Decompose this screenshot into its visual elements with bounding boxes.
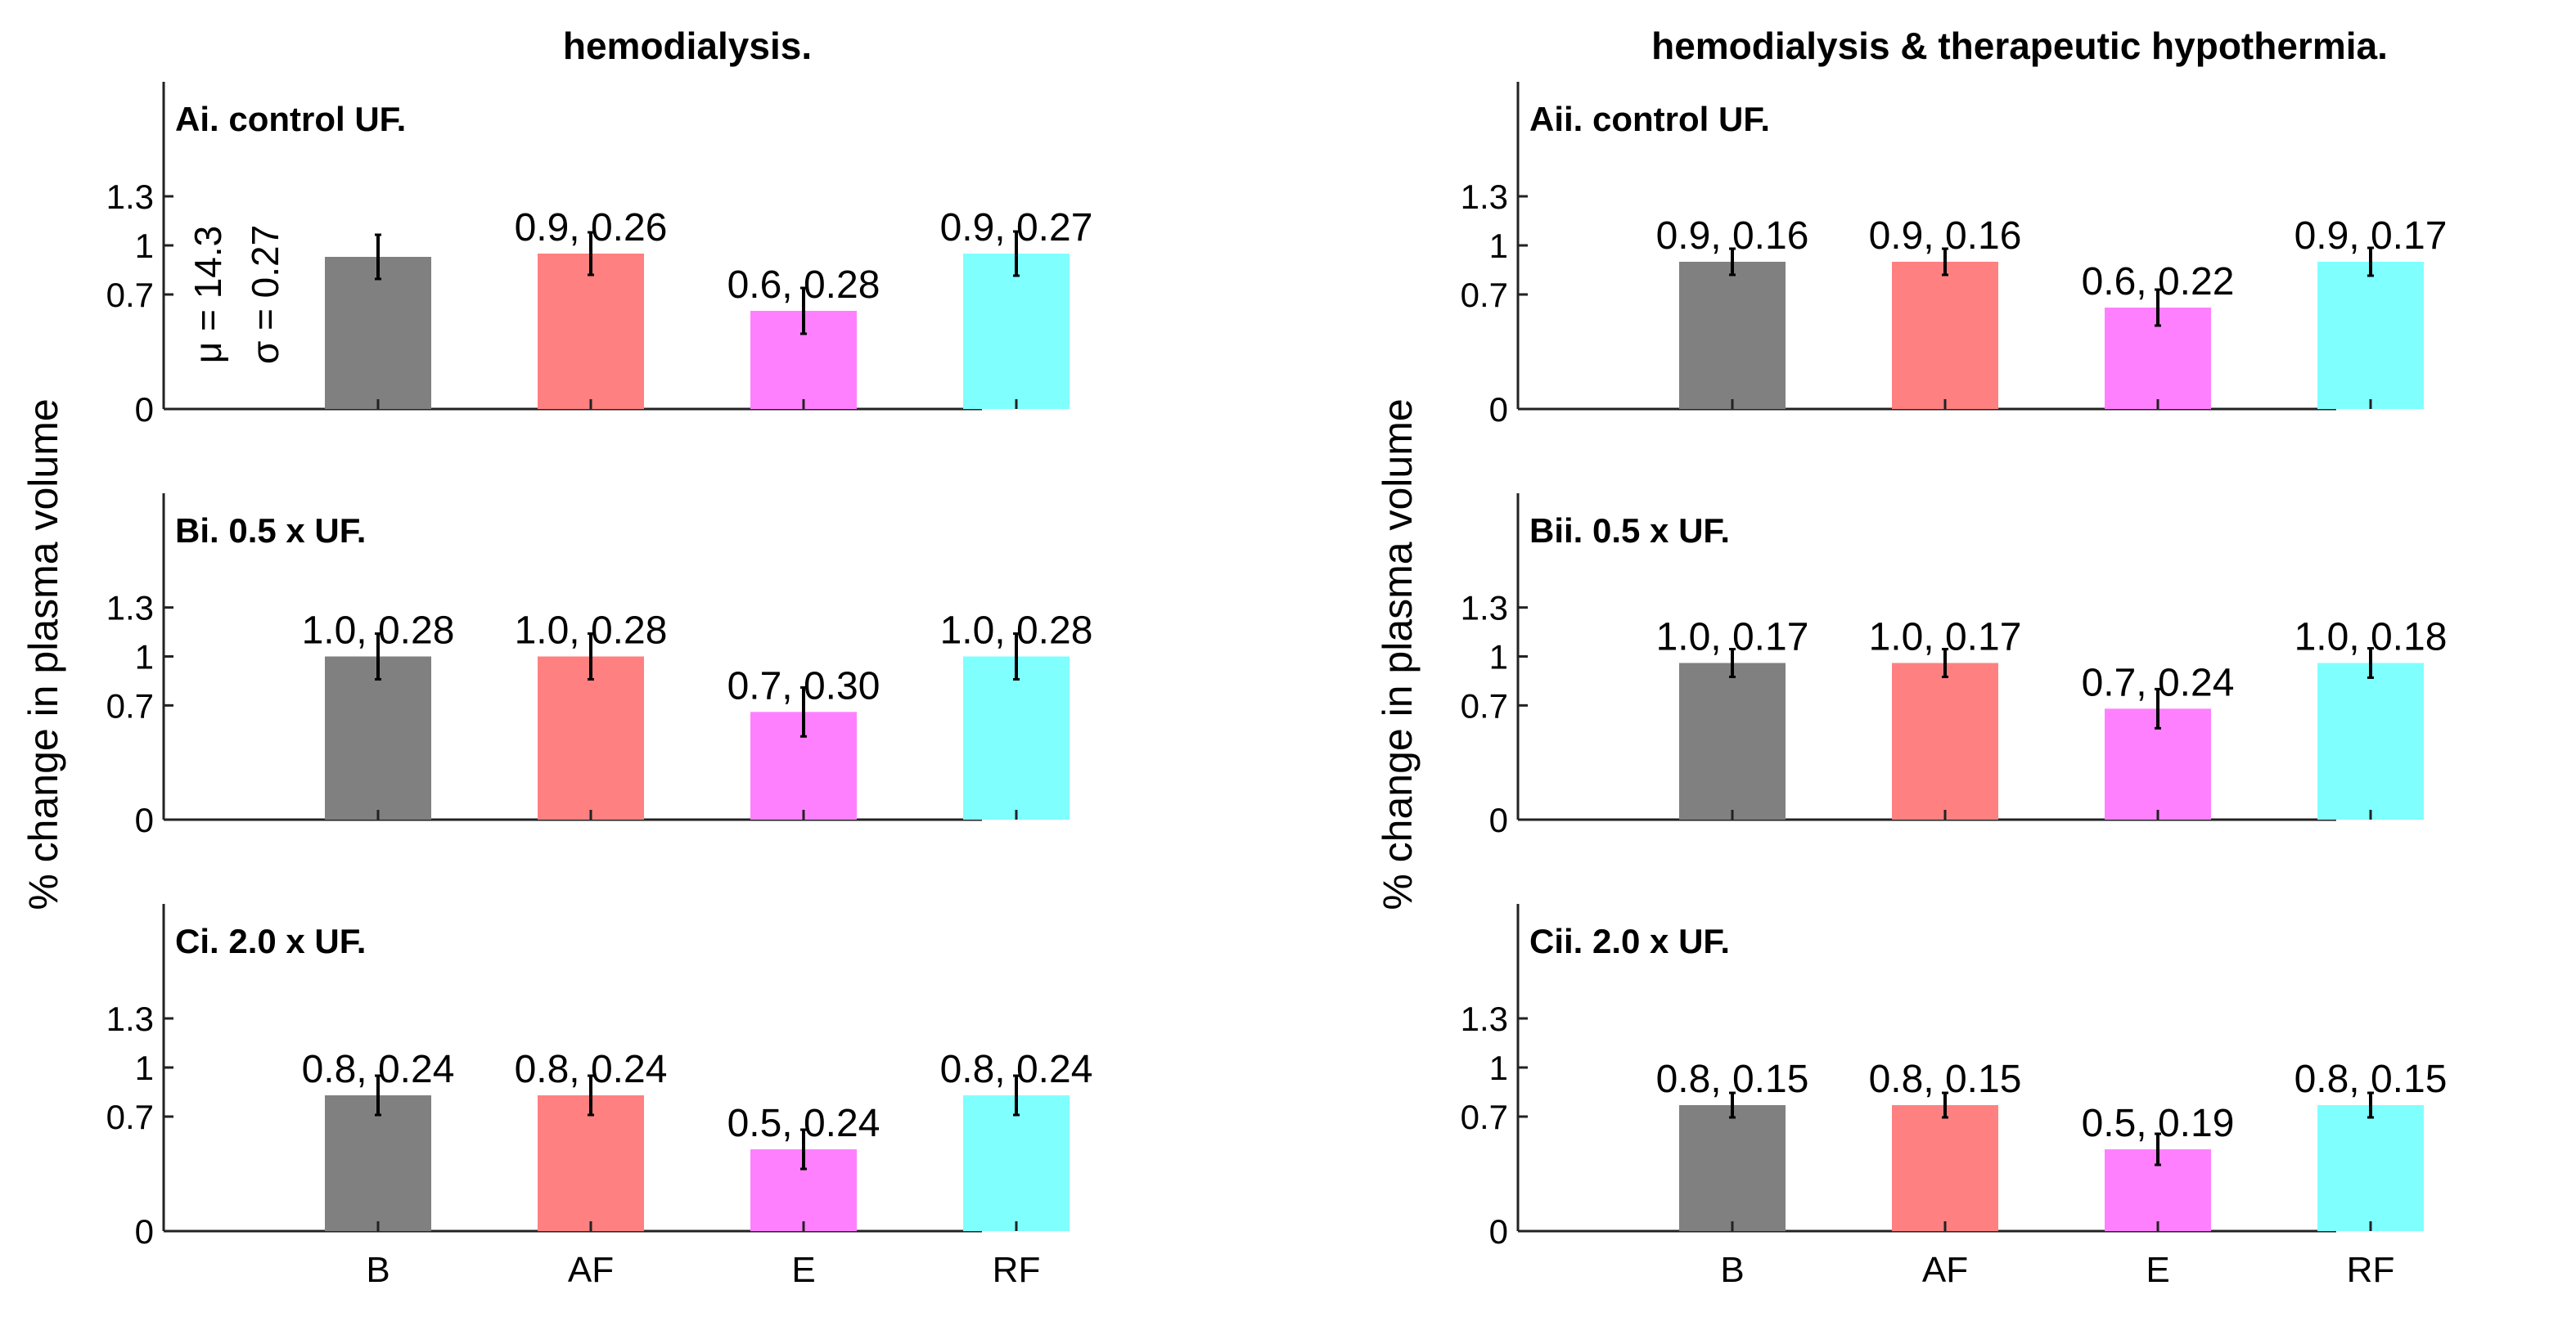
y-tick-label: 1.3 xyxy=(106,178,154,216)
bar-RF xyxy=(2317,663,2424,820)
panel-0-2: Ci. 2.0 x UF. 0 0.7 1 1.3 0.8, 0.24 B 0.8, 0.24… xyxy=(106,904,1093,1290)
data-label: 0.9, 0.16 xyxy=(1869,214,2022,258)
stat-mu: μ = 14.3 xyxy=(187,226,229,363)
data-label: 0.8, 0.15 xyxy=(2295,1058,2448,1101)
bar-AF xyxy=(538,254,644,409)
data-label: 1.0, 0.17 xyxy=(1656,615,1809,659)
y-tick-label: 0 xyxy=(135,390,154,429)
x-tick-label: E xyxy=(2146,1250,2169,1290)
y-tick-label: 0 xyxy=(135,801,154,839)
panel-title: Ci. 2.0 x UF. xyxy=(175,922,366,960)
y-tick-label: 0 xyxy=(135,1212,154,1251)
data-label: 0.7, 0.24 xyxy=(2082,661,2235,704)
data-label: 0.8, 0.24 xyxy=(515,1048,668,1091)
data-label: 0.6, 0.28 xyxy=(727,263,880,307)
y-tick-label: 1.3 xyxy=(106,1000,154,1038)
column-title-right: hemodialysis & therapeutic hypothermia. xyxy=(1651,25,2388,67)
y-axis-label-right: % change in plasma volume xyxy=(1375,398,1421,910)
bar-B xyxy=(325,1095,431,1231)
data-label: 1.0, 0.18 xyxy=(2295,615,2448,659)
x-tick-label: B xyxy=(1720,1250,1744,1290)
y-tick-label: 1 xyxy=(1489,638,1508,676)
data-label: 0.8, 0.24 xyxy=(302,1048,455,1091)
bar-AF xyxy=(538,656,644,820)
data-label: 0.7, 0.30 xyxy=(727,664,880,708)
y-tick-label: 0.7 xyxy=(1461,1098,1508,1136)
bar-B xyxy=(1679,663,1786,820)
data-label: 0.9, 0.17 xyxy=(2295,214,2448,258)
panel-title: Bi. 0.5 x UF. xyxy=(175,511,366,550)
x-tick-label: AF xyxy=(1922,1250,1968,1290)
y-tick-label: 1 xyxy=(135,638,154,676)
panel-1-0: Aii. control UF. 0 0.7 1 1.3 0.9, 0.16 0.9, 0.… xyxy=(1461,82,2448,429)
data-label: 0.5, 0.24 xyxy=(727,1102,880,1145)
x-tick-label: AF xyxy=(568,1250,614,1290)
y-tick-label: 0 xyxy=(1489,390,1508,429)
data-label: 1.0, 0.17 xyxy=(1869,615,2022,659)
data-label: 0.8, 0.24 xyxy=(940,1048,1093,1091)
data-label: 0.6, 0.22 xyxy=(2082,260,2235,303)
y-tick-label: 0.7 xyxy=(1461,276,1508,314)
y-axis-label-left: % change in plasma volume xyxy=(20,398,66,910)
y-tick-label: 0.7 xyxy=(1461,686,1508,725)
bar-AF xyxy=(1892,663,1998,820)
x-tick-label: RF xyxy=(993,1250,1041,1290)
data-label: 0.8, 0.15 xyxy=(1869,1058,2022,1101)
bar-B xyxy=(1679,262,1786,409)
data-label: 1.0, 0.28 xyxy=(515,609,668,653)
y-tick-label: 1.3 xyxy=(1461,178,1508,216)
y-tick-label: 1 xyxy=(135,227,154,265)
bar-AF xyxy=(1892,262,1998,409)
x-tick-label: B xyxy=(366,1250,390,1290)
stat-sigma: σ = 0.27 xyxy=(244,225,286,364)
x-tick-label: E xyxy=(791,1250,815,1290)
data-label: 0.9, 0.26 xyxy=(515,206,668,249)
y-tick-label: 1 xyxy=(1489,1049,1508,1087)
panel-title: Cii. 2.0 x UF. xyxy=(1529,922,1730,960)
data-label: 0.8, 0.15 xyxy=(1656,1058,1809,1101)
y-tick-label: 0.7 xyxy=(106,686,154,725)
y-tick-label: 1.3 xyxy=(1461,589,1508,627)
panel-0-0: Ai. control UF. 0 0.7 1 1.3 0.9, 0.26 0.6, 0.2… xyxy=(106,82,1093,429)
y-tick-label: 0 xyxy=(1489,1212,1508,1251)
bar-RF xyxy=(963,254,1070,409)
x-tick-label: RF xyxy=(2347,1250,2395,1290)
y-tick-label: 0.7 xyxy=(106,276,154,314)
panel-1-1: Bii. 0.5 x UF. 0 0.7 1 1.3 1.0, 0.17 1.0, 0.17… xyxy=(1461,493,2448,839)
y-tick-label: 0.7 xyxy=(106,1098,154,1136)
bar-RF xyxy=(2317,262,2424,409)
panel-title: Ai. control UF. xyxy=(175,100,406,138)
bar-RF xyxy=(963,656,1070,820)
panel-title: Aii. control UF. xyxy=(1529,100,1770,138)
column-title-left: hemodialysis. xyxy=(563,25,812,67)
bar-B xyxy=(325,656,431,820)
data-label: 0.5, 0.19 xyxy=(2082,1102,2235,1145)
bar-B xyxy=(1679,1105,1786,1231)
data-label: 1.0, 0.28 xyxy=(940,609,1093,653)
panel-title: Bii. 0.5 x UF. xyxy=(1529,511,1730,550)
panel-0-1: Bi. 0.5 x UF. 0 0.7 1 1.3 1.0, 0.28 1.0, 0.28 0… xyxy=(106,493,1093,839)
y-tick-label: 0 xyxy=(1489,801,1508,839)
bar-RF xyxy=(963,1095,1070,1231)
bar-B xyxy=(325,257,431,409)
panels: Ai. control UF. 0 0.7 1 1.3 0.9, 0.26 0.6, 0.2… xyxy=(106,82,2448,1290)
bar-AF xyxy=(1892,1105,1998,1231)
y-tick-label: 1 xyxy=(135,1049,154,1087)
panel-1-2: Cii. 2.0 x UF. 0 0.7 1 1.3 0.8, 0.15 B 0.8, 0.1… xyxy=(1461,904,2448,1290)
y-tick-label: 1.3 xyxy=(1461,1000,1508,1038)
data-label: 0.9, 0.16 xyxy=(1656,214,1809,258)
y-tick-label: 1 xyxy=(1489,227,1508,265)
y-tick-label: 1.3 xyxy=(106,589,154,627)
bar-RF xyxy=(2317,1105,2424,1231)
bar-AF xyxy=(538,1095,644,1231)
data-label: 0.9, 0.27 xyxy=(940,206,1093,249)
data-label: 1.0, 0.28 xyxy=(302,609,455,653)
